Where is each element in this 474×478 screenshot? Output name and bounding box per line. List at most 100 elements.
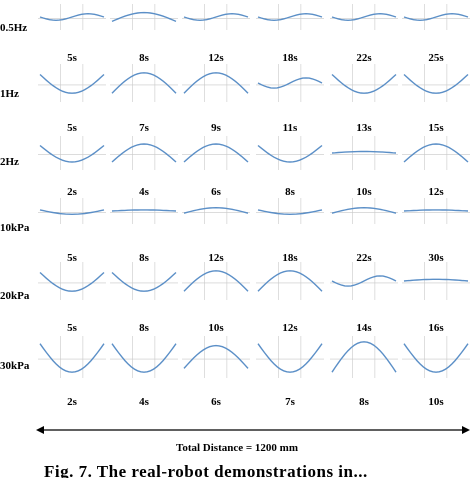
snapshot-image <box>110 198 178 224</box>
grid-lines <box>330 198 398 224</box>
snapshot-panel <box>330 64 398 102</box>
snapshot-image <box>402 64 470 102</box>
robot-curve <box>331 206 397 214</box>
figure-caption: Fig. 7. The real-robot demonstrations in… <box>44 462 368 478</box>
robot-curve <box>39 343 105 373</box>
robot-curve <box>39 73 105 94</box>
snapshot-image <box>330 4 398 30</box>
snapshot-panel <box>402 64 470 102</box>
row-label: 30kPa <box>0 360 30 372</box>
snapshot-image <box>38 262 106 300</box>
axis-caption: Total Distance = 1200 mm <box>176 442 298 454</box>
snapshot-image <box>182 336 250 378</box>
grid-lines <box>110 336 178 378</box>
robot-curve <box>183 344 249 369</box>
grid-lines <box>402 262 470 300</box>
time-label: 30s <box>428 252 444 264</box>
robot-curve <box>39 271 105 292</box>
grid-lines <box>330 262 398 300</box>
grid-lines <box>330 4 398 30</box>
time-label: 10s <box>428 396 444 408</box>
robot-curve <box>111 343 177 373</box>
snapshot-image <box>38 64 106 102</box>
snapshot-panel <box>402 262 470 300</box>
snapshot-panel <box>402 198 470 224</box>
snapshot-image <box>256 262 324 300</box>
snapshot-image <box>182 262 250 300</box>
grid-lines <box>256 64 324 102</box>
row-label: 0.5Hz <box>0 22 28 34</box>
snapshot-image <box>256 64 324 102</box>
time-label: 10s <box>356 186 372 198</box>
time-label: 15s <box>428 122 444 134</box>
robot-curve <box>111 143 177 163</box>
snapshot-panel <box>256 64 324 102</box>
robot-curve <box>111 209 177 212</box>
grid-lines <box>330 64 398 102</box>
robot-curve <box>331 341 397 373</box>
grid-lines <box>402 198 470 224</box>
snapshot-image <box>182 198 250 224</box>
snapshot-image <box>182 4 250 30</box>
snapshot-image <box>110 336 178 378</box>
time-label: 4s <box>139 396 149 408</box>
time-label: 22s <box>356 252 372 264</box>
snapshot-image <box>110 64 178 102</box>
time-label: 5s <box>67 122 77 134</box>
snapshot-panel <box>110 336 178 378</box>
time-label: 8s <box>285 186 295 198</box>
time-label: 8s <box>139 322 149 334</box>
snapshot-panel <box>256 262 324 300</box>
snapshot-panel <box>110 198 178 224</box>
robot-curve <box>183 12 249 22</box>
grid-lines <box>110 198 178 224</box>
robot-curve <box>403 73 469 94</box>
robot-curve <box>39 144 105 163</box>
snapshot-panel <box>110 136 178 170</box>
snapshot-image <box>256 4 324 30</box>
snapshot-panel <box>402 4 470 30</box>
snapshot-image <box>402 262 470 300</box>
time-label: 18s <box>282 52 298 64</box>
grid-lines <box>256 136 324 170</box>
time-label: 8s <box>139 252 149 264</box>
snapshot-panel <box>256 198 324 224</box>
snapshot-panel <box>256 336 324 378</box>
row-label: 1Hz <box>0 88 19 100</box>
time-label: 18s <box>282 252 298 264</box>
time-label: 10s <box>208 322 224 334</box>
robot-curve <box>331 275 397 287</box>
axis-arrow-right <box>462 426 470 434</box>
time-label: 11s <box>282 122 298 134</box>
robot-curve <box>403 143 469 163</box>
axis-arrow-left <box>36 426 44 434</box>
snapshot-image <box>38 336 106 378</box>
snapshot-panel <box>182 4 250 30</box>
snapshot-panel <box>182 262 250 300</box>
grid-lines <box>182 198 250 224</box>
snapshot-image <box>182 64 250 102</box>
snapshot-panel <box>38 136 106 170</box>
snapshot-panel <box>38 336 106 378</box>
robot-curve <box>183 206 249 214</box>
robot-curve <box>257 209 323 216</box>
snapshot-image <box>110 4 178 30</box>
snapshot-panel <box>256 4 324 30</box>
snapshot-panel <box>182 136 250 170</box>
time-label: 2s <box>67 396 77 408</box>
snapshot-image <box>38 4 106 30</box>
grid-lines <box>38 64 106 102</box>
grid-lines <box>330 136 398 170</box>
time-label: 9s <box>211 122 221 134</box>
snapshot-image <box>402 136 470 170</box>
snapshot-image <box>110 262 178 300</box>
time-label: 22s <box>356 52 372 64</box>
robot-curve <box>403 209 469 212</box>
time-label: 12s <box>208 52 224 64</box>
robot-curve <box>331 150 397 154</box>
time-label: 4s <box>139 186 149 198</box>
snapshot-image <box>402 336 470 378</box>
grid-lines <box>110 4 178 30</box>
snapshot-panel <box>402 136 470 170</box>
